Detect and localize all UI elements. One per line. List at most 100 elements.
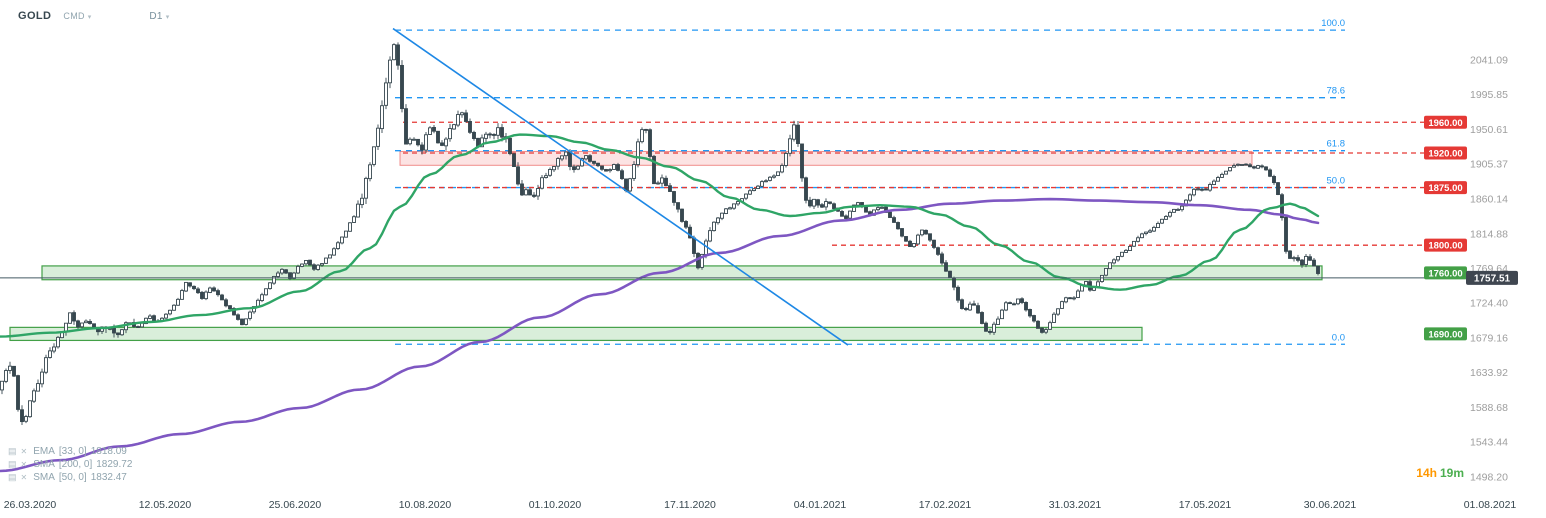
indicator-name: EMA (33, 446, 55, 457)
support-zone-1690.00[interactable] (9, 326, 1143, 342)
candle-body (1248, 164, 1252, 168)
price-badge-1875.00[interactable] (1424, 181, 1467, 195)
price-badge-1760.00-label: 1760.00 (1428, 268, 1462, 279)
candle-body (232, 308, 236, 316)
candle-body (676, 202, 680, 210)
candle-body (1028, 309, 1032, 317)
candle-body (484, 133, 488, 139)
candle-body (548, 169, 552, 176)
fib-label-61.8: 61.8 (1327, 139, 1346, 150)
candle-body (1032, 315, 1036, 322)
market-type-dropdown[interactable]: CMD ▾ (63, 11, 91, 21)
candle-body (944, 262, 948, 272)
indicator-remove-icon[interactable]: ✕ (20, 459, 28, 469)
candle-body (1040, 327, 1044, 333)
price-badge-1800.00[interactable] (1424, 238, 1467, 252)
price-badge-1920.00[interactable] (1424, 146, 1467, 160)
y-axis-label: 1588.68 (1470, 402, 1508, 414)
candle-countdown-timer: 14h 19m (1416, 466, 1464, 480)
candle-body (680, 208, 684, 222)
candle-body (1288, 250, 1292, 259)
candle-body (1292, 257, 1296, 260)
candle-body (572, 166, 576, 171)
candle-body (620, 170, 624, 180)
candle-body (300, 263, 304, 267)
indicator-settings-icon[interactable]: ▤ (8, 459, 17, 469)
candle-body (904, 236, 908, 242)
candle-body (1124, 249, 1128, 253)
indicator-label: EMA [33, 0] 1818.09 (33, 446, 127, 457)
indicator-value: 1832.47 (90, 472, 127, 483)
candle-body (420, 144, 424, 151)
candle-body (608, 169, 612, 172)
x-axis-label: 26.03.2020 (4, 499, 57, 511)
candle-body (772, 175, 776, 178)
candle-body (576, 165, 580, 170)
candle-body (148, 315, 152, 319)
candle-body (332, 248, 336, 256)
x-axis-label: 17.11.2020 (664, 499, 716, 511)
candle-body (864, 206, 868, 213)
candle-body (1084, 281, 1088, 286)
trendline[interactable] (392, 27, 849, 346)
x-axis-label: 12.05.2020 (139, 499, 192, 511)
candle-body (892, 217, 896, 223)
candle-body (440, 142, 444, 146)
candle-body (592, 160, 596, 164)
candle-body (372, 146, 376, 165)
candle-body (956, 286, 960, 301)
candle-body (756, 185, 760, 190)
instrument-header: GOLD CMD ▾ D1 ▾ (18, 10, 169, 22)
candle-body (416, 138, 420, 146)
y-axis-label: 1724.40 (1470, 298, 1508, 310)
price-badges-layer: 1960.00 1920.00 1875.00 1800.00 1760.00 1690.… (1424, 115, 1467, 341)
price-badge-1960.00[interactable] (1424, 115, 1467, 129)
candle-body (1176, 208, 1180, 211)
candle-body (1152, 226, 1156, 232)
candle-body (316, 264, 320, 270)
price-badge-1760.00[interactable] (1424, 266, 1467, 280)
candle-body (120, 329, 124, 336)
candle-body (1168, 211, 1172, 217)
x-axis-label: 01.10.2020 (529, 499, 582, 511)
candle-body (432, 127, 436, 132)
y-axis-label: 1498.20 (1470, 471, 1508, 483)
price-badge-1690.00-label: 1690.00 (1428, 329, 1462, 340)
candle-body (764, 180, 768, 183)
candle-body (1164, 216, 1168, 220)
indicator-remove-icon[interactable]: ✕ (20, 472, 28, 482)
candle-body (1024, 302, 1028, 311)
candle-body (744, 193, 748, 199)
y-axis-label: 1543.44 (1470, 437, 1508, 449)
timeframe-dropdown[interactable]: D1 ▾ (149, 11, 169, 22)
candle-body (532, 194, 536, 197)
candle-body (312, 264, 316, 270)
last-price-badge-label: 1757.51 (1474, 273, 1511, 284)
price-badge-1690.00[interactable] (1424, 327, 1467, 341)
candle-body (176, 298, 180, 306)
candle-body (392, 44, 396, 61)
candle-body (804, 177, 808, 201)
candle-body (692, 237, 696, 254)
fib-label-78.6: 78.6 (1327, 86, 1346, 97)
candle-body (640, 129, 644, 143)
candle-body (1004, 302, 1008, 311)
candle-body (396, 44, 400, 66)
candle-body (1160, 218, 1164, 224)
candle-body (752, 188, 756, 191)
indicator-remove-icon[interactable]: ✕ (20, 446, 28, 456)
indicator-settings-icon[interactable]: ▤ (8, 446, 17, 456)
candle-body (1204, 188, 1208, 191)
ma-line-sma50 (0, 133, 1320, 338)
candle-body (152, 315, 156, 321)
market-type-label: CMD (63, 11, 85, 21)
x-axis-label: 25.06.2020 (269, 499, 322, 511)
indicator-settings-icon[interactable]: ▤ (8, 472, 17, 482)
candle-body (168, 309, 172, 315)
candle-body (76, 320, 80, 328)
resistance-zone[interactable] (399, 150, 1253, 166)
candle-body (44, 357, 48, 373)
candle-body (800, 143, 804, 179)
candle-body (648, 129, 652, 157)
